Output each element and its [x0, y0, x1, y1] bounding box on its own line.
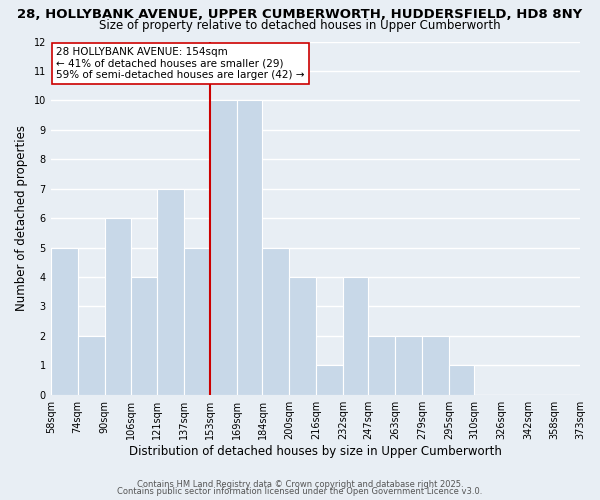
Text: Size of property relative to detached houses in Upper Cumberworth: Size of property relative to detached ho…	[99, 19, 501, 32]
Bar	[77, 336, 104, 394]
X-axis label: Distribution of detached houses by size in Upper Cumberworth: Distribution of detached houses by size …	[129, 444, 502, 458]
Bar	[422, 336, 449, 394]
Bar	[184, 248, 211, 394]
Bar	[237, 100, 262, 395]
Bar	[289, 277, 316, 394]
Bar	[157, 188, 184, 394]
Bar	[131, 277, 157, 394]
Bar	[211, 100, 237, 395]
Text: 28, HOLLYBANK AVENUE, UPPER CUMBERWORTH, HUDDERSFIELD, HD8 8NY: 28, HOLLYBANK AVENUE, UPPER CUMBERWORTH,…	[17, 8, 583, 20]
Bar	[316, 366, 343, 394]
Text: Contains HM Land Registry data © Crown copyright and database right 2025.: Contains HM Land Registry data © Crown c…	[137, 480, 463, 489]
Bar	[262, 248, 289, 394]
Bar	[368, 336, 395, 394]
Text: Contains public sector information licensed under the Open Government Licence v3: Contains public sector information licen…	[118, 487, 482, 496]
Bar	[395, 336, 422, 394]
Bar	[343, 277, 368, 394]
Bar	[51, 248, 77, 394]
Y-axis label: Number of detached properties: Number of detached properties	[15, 125, 28, 311]
Bar	[104, 218, 131, 394]
Text: 28 HOLLYBANK AVENUE: 154sqm
← 41% of detached houses are smaller (29)
59% of sem: 28 HOLLYBANK AVENUE: 154sqm ← 41% of det…	[56, 47, 305, 80]
Bar	[449, 366, 474, 394]
